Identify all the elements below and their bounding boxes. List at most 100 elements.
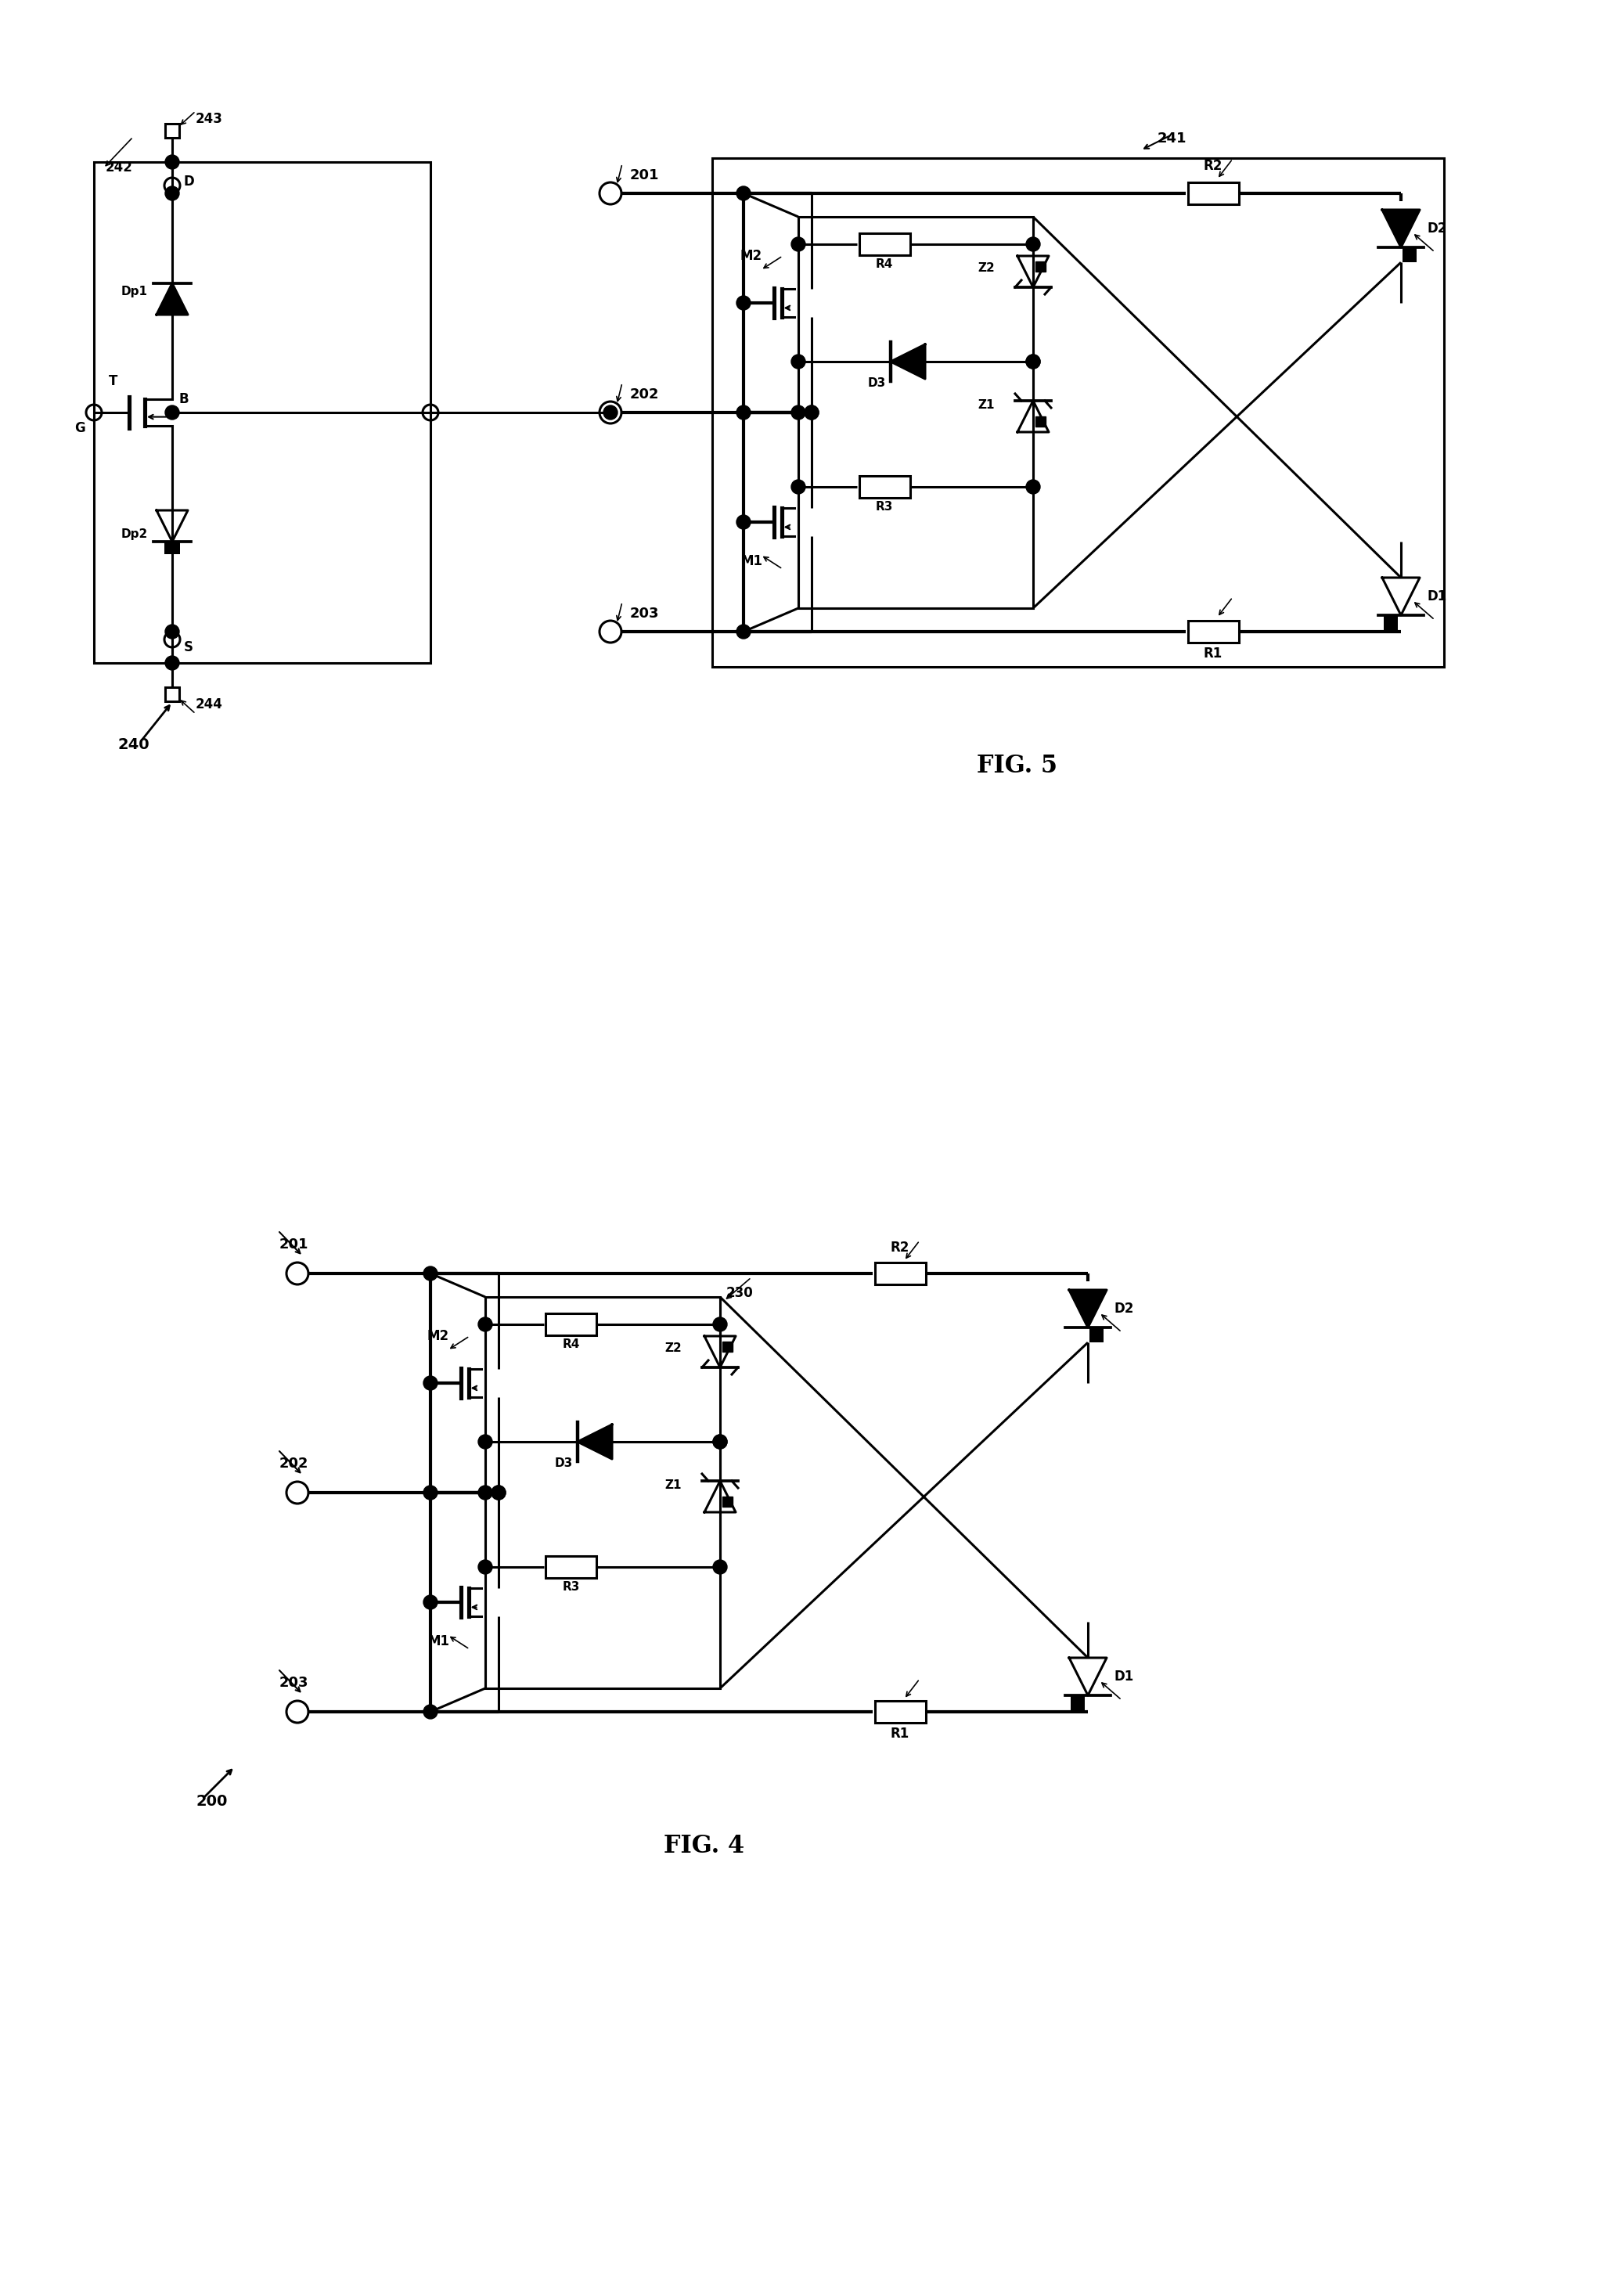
Text: R4: R4 [875, 259, 893, 270]
Circle shape [1026, 355, 1039, 369]
Circle shape [713, 1560, 728, 1574]
Text: 201: 201 [279, 1237, 309, 1251]
Bar [166, 124, 179, 137]
Bar [1384, 616, 1398, 630]
Circle shape [713, 1434, 728, 1448]
Bar [859, 234, 909, 254]
Bar [713, 158, 1444, 667]
Text: Dp2: Dp2 [122, 529, 148, 541]
Polygon shape [156, 284, 188, 314]
Circle shape [477, 1317, 492, 1331]
Text: FIG. 5: FIG. 5 [978, 754, 1057, 779]
Bar [859, 477, 909, 497]
Text: M2: M2 [741, 250, 762, 263]
Circle shape [1026, 238, 1039, 252]
Polygon shape [578, 1425, 612, 1459]
Text: 202: 202 [630, 387, 659, 401]
Bar [486, 1297, 719, 1688]
Circle shape [424, 1485, 437, 1501]
Circle shape [736, 186, 750, 199]
Text: FIG. 4: FIG. 4 [664, 1833, 745, 1858]
Circle shape [791, 406, 806, 419]
Text: R1: R1 [1203, 646, 1223, 660]
Text: M1: M1 [741, 554, 762, 568]
Bar [166, 687, 179, 701]
Circle shape [791, 479, 806, 495]
Bar [1187, 621, 1239, 641]
Text: D2: D2 [1427, 222, 1447, 236]
Text: R3: R3 [875, 502, 893, 513]
Bar [546, 1556, 596, 1578]
Circle shape [1026, 479, 1039, 495]
Circle shape [166, 655, 179, 669]
Text: R2: R2 [1203, 158, 1223, 174]
Circle shape [166, 156, 179, 170]
Text: 200: 200 [195, 1794, 227, 1810]
Text: D3: D3 [867, 378, 885, 389]
Text: Z1: Z1 [978, 399, 994, 410]
Bar [723, 1496, 732, 1507]
Text: M2: M2 [427, 1329, 450, 1343]
Text: G: G [75, 422, 84, 435]
Bar [875, 1262, 926, 1285]
Text: R1: R1 [890, 1727, 909, 1741]
Polygon shape [890, 344, 926, 378]
Bar [164, 541, 180, 554]
Text: Z1: Z1 [664, 1480, 682, 1491]
Polygon shape [1382, 211, 1419, 247]
Circle shape [1026, 355, 1039, 369]
Bar [1187, 183, 1239, 204]
Circle shape [604, 406, 617, 419]
Text: 241: 241 [1158, 131, 1187, 147]
Bar [546, 1313, 596, 1336]
Circle shape [736, 296, 750, 309]
Text: R3: R3 [562, 1581, 580, 1592]
Text: 203: 203 [630, 607, 659, 621]
Circle shape [713, 1317, 728, 1331]
Bar [875, 1700, 926, 1723]
Circle shape [492, 1485, 505, 1501]
Circle shape [424, 1377, 437, 1391]
Bar [94, 163, 430, 662]
Circle shape [492, 1485, 505, 1501]
Text: D2: D2 [1114, 1301, 1134, 1315]
Circle shape [477, 1485, 492, 1501]
Circle shape [804, 406, 818, 419]
Circle shape [713, 1434, 728, 1448]
Text: 240: 240 [117, 738, 149, 751]
Text: Z2: Z2 [978, 261, 994, 275]
Circle shape [424, 1705, 437, 1718]
Circle shape [424, 1595, 437, 1608]
Text: 203: 203 [279, 1675, 309, 1691]
Text: 202: 202 [279, 1457, 309, 1471]
Text: 243: 243 [195, 112, 222, 126]
Bar [1090, 1326, 1104, 1343]
Text: 244: 244 [195, 696, 222, 713]
Text: M1: M1 [427, 1633, 450, 1650]
Circle shape [166, 625, 179, 639]
Circle shape [791, 238, 806, 252]
Bar [1036, 417, 1046, 426]
Text: D: D [184, 174, 195, 188]
Text: B: B [179, 392, 188, 406]
Text: Z2: Z2 [664, 1343, 682, 1354]
Bar [723, 1343, 732, 1352]
Circle shape [166, 406, 179, 419]
Text: R2: R2 [890, 1242, 909, 1255]
Circle shape [791, 355, 806, 369]
Text: D1: D1 [1427, 589, 1447, 603]
Text: D1: D1 [1114, 1670, 1134, 1684]
Text: 201: 201 [630, 167, 659, 183]
Bar [799, 218, 1033, 607]
Circle shape [736, 406, 750, 419]
Circle shape [804, 406, 818, 419]
Circle shape [736, 625, 750, 639]
Text: 242: 242 [106, 160, 133, 174]
Polygon shape [1069, 1290, 1106, 1326]
Bar [1036, 261, 1046, 273]
Text: T: T [109, 373, 119, 387]
Text: D3: D3 [554, 1457, 573, 1469]
Text: S: S [184, 639, 193, 655]
Circle shape [477, 1560, 492, 1574]
Text: R4: R4 [562, 1338, 580, 1349]
